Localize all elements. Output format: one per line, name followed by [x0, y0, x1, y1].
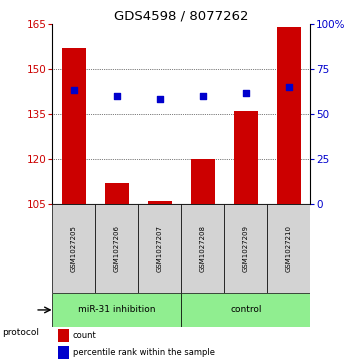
Bar — [57, 329, 69, 342]
Bar — [62, 48, 86, 204]
Point — [243, 90, 249, 96]
Text: GSM1027209: GSM1027209 — [243, 225, 249, 272]
Title: GDS4598 / 8077262: GDS4598 / 8077262 — [114, 9, 249, 23]
Bar — [277, 26, 301, 204]
Text: GSM1027210: GSM1027210 — [286, 225, 292, 272]
Text: count: count — [73, 331, 97, 340]
Text: GSM1027207: GSM1027207 — [157, 225, 163, 272]
Text: percentile rank within the sample: percentile rank within the sample — [73, 348, 215, 358]
Point — [286, 84, 292, 90]
Bar — [57, 347, 69, 359]
Bar — [52, 293, 182, 327]
Bar — [181, 293, 310, 327]
Point — [157, 96, 163, 102]
Text: GSM1027205: GSM1027205 — [71, 225, 77, 272]
Point — [200, 93, 206, 99]
Text: protocol: protocol — [2, 328, 39, 337]
Point — [71, 87, 77, 93]
Text: miR-31 inhibition: miR-31 inhibition — [78, 305, 156, 314]
Bar — [225, 204, 268, 293]
Bar — [234, 111, 258, 204]
Bar — [52, 204, 95, 293]
Bar — [138, 204, 181, 293]
Bar — [105, 183, 129, 204]
Bar — [95, 204, 138, 293]
Bar — [181, 204, 225, 293]
Bar — [268, 204, 310, 293]
Text: control: control — [230, 305, 262, 314]
Text: GSM1027206: GSM1027206 — [114, 225, 120, 272]
Bar — [191, 159, 215, 204]
Text: GSM1027208: GSM1027208 — [200, 225, 206, 272]
Bar — [148, 201, 172, 204]
Point — [114, 93, 120, 99]
